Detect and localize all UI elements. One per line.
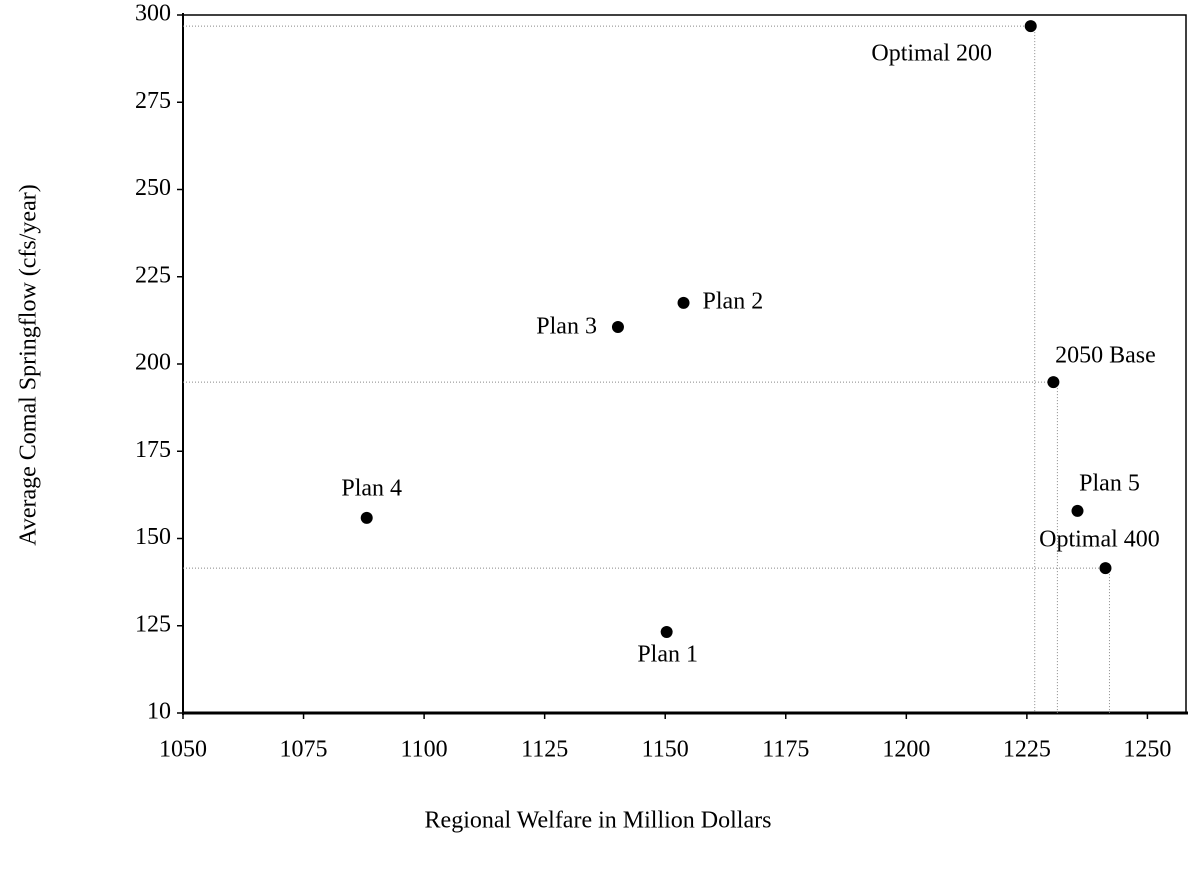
point-label: Optimal 400	[1039, 527, 1160, 553]
y-tick-label: 275	[135, 88, 171, 114]
x-tick-label: 1175	[762, 737, 809, 763]
y-tick-label: 250	[135, 175, 171, 201]
y-tick-label: 150	[135, 524, 171, 550]
x-tick-label: 1050	[159, 737, 207, 763]
x-axis-label: Regional Welfare in Million Dollars	[425, 808, 772, 834]
point	[1047, 376, 1060, 389]
point-label: Plan 1	[637, 642, 698, 668]
plot-frame	[182, 14, 1187, 714]
point	[360, 511, 373, 524]
point-label: Optimal 200	[871, 41, 992, 67]
x-tick-label: 1075	[280, 737, 328, 763]
point	[660, 626, 673, 639]
y-axis-label: Average Comal Springflow (cfs/year)	[16, 184, 42, 545]
point-label: Plan 2	[703, 288, 764, 314]
y-tick-label: 10	[147, 699, 171, 725]
y-tick-label: 175	[135, 437, 171, 463]
y-tick-label: 225	[135, 262, 171, 288]
point	[1071, 504, 1084, 517]
y-tick-label: 300	[135, 1, 171, 27]
x-tick-label: 1100	[401, 737, 448, 763]
point	[1099, 562, 1112, 575]
x-tick-label: 1150	[642, 737, 689, 763]
x-tick-label: 1225	[1003, 737, 1051, 763]
point	[677, 296, 690, 309]
point-label: Plan 5	[1079, 470, 1140, 496]
point-label: Plan 4	[341, 475, 402, 501]
y-tick-label: 200	[135, 350, 171, 376]
point-label: Plan 3	[536, 314, 597, 340]
x-tick-label: 1125	[521, 737, 568, 763]
point-label: 2050 Base	[1055, 343, 1156, 369]
point	[611, 321, 624, 334]
x-tick-label: 1250	[1123, 737, 1171, 763]
y-tick-label: 125	[135, 611, 171, 637]
x-tick-label: 1200	[882, 737, 930, 763]
point	[1024, 20, 1037, 33]
